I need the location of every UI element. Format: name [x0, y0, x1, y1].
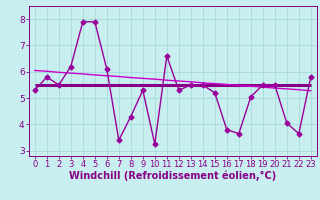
- X-axis label: Windchill (Refroidissement éolien,°C): Windchill (Refroidissement éolien,°C): [69, 171, 276, 181]
